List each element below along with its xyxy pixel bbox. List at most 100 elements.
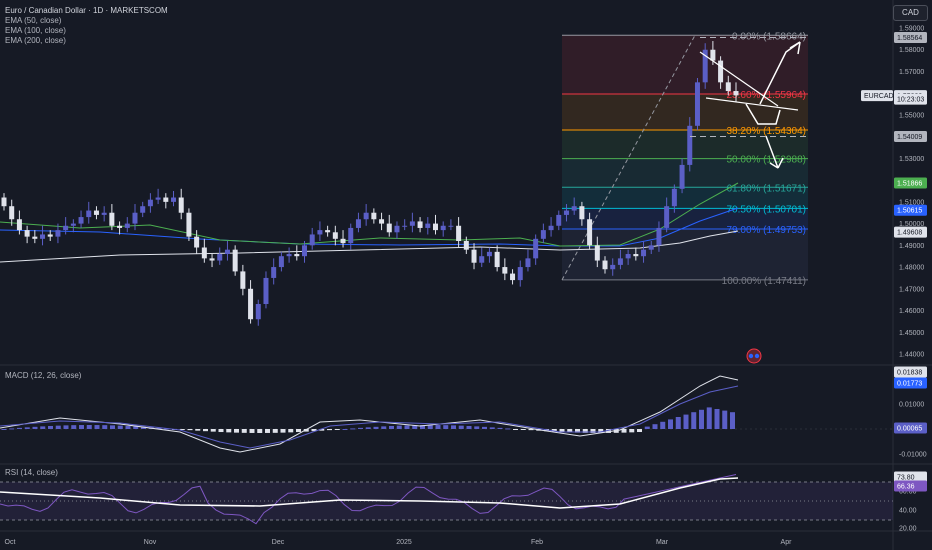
candle-body [533, 238, 539, 259]
candle-body [394, 225, 400, 233]
triangle-lower-line [705, 97, 799, 111]
macd-histogram-bar [396, 425, 402, 429]
currency-button[interactable]: CAD [893, 5, 928, 21]
candle-body [147, 199, 153, 207]
macd-histogram-bar [513, 429, 518, 430]
candle-body [702, 49, 708, 83]
candle-body [263, 277, 269, 305]
macd-histogram-bar [133, 426, 139, 429]
candle-body [47, 234, 53, 237]
macd-histogram-bar [675, 417, 681, 429]
macd-legend[interactable]: MACD (12, 26, close) [5, 371, 82, 380]
ema100-legend[interactable]: EMA (100, close) [5, 26, 66, 35]
macd-histogram-bar [102, 425, 108, 429]
time-axis-label: Oct [5, 539, 16, 546]
candle-body [240, 271, 246, 289]
macd-histogram-bar [40, 426, 46, 429]
symbol-title[interactable]: Euro / Canadian Dollar · 1D · MARKETSCOM [5, 6, 168, 15]
macd-histogram-bar [179, 429, 185, 430]
macd-histogram-bar [218, 429, 224, 433]
macd-histogram-bar [706, 407, 712, 429]
macd-line [0, 375, 739, 453]
candle-body [294, 254, 300, 257]
macd-histogram-bar [24, 427, 30, 429]
candle-body [24, 230, 30, 237]
macd-histogram-bar [691, 412, 697, 429]
pullback-path-arrow [745, 103, 781, 125]
macd-histogram-bar [327, 429, 332, 431]
macd-histogram-bar [381, 426, 387, 429]
candle-body [510, 273, 516, 281]
macd-histogram-bar [582, 429, 588, 433]
arrow-head-down [777, 157, 784, 169]
macd-histogram-bar [141, 426, 146, 429]
macd-histogram-bar [435, 425, 441, 429]
macd-histogram-bar [342, 428, 348, 430]
candle-body [633, 254, 639, 257]
macd-tick-label: -0.01000 [899, 452, 927, 459]
candle-body [332, 232, 338, 239]
arrow-head-up [797, 41, 801, 55]
candle-body [679, 164, 685, 189]
candle-body [32, 236, 38, 239]
price-tag-bg [894, 204, 927, 216]
price-tag-label: 1.51866 [897, 181, 922, 188]
fib-level-label: 100.00% (1.47411) [722, 276, 806, 287]
macd-histogram-bar [373, 426, 379, 429]
arrow-head-up [789, 41, 801, 49]
candle-body [656, 227, 662, 246]
candle-body [278, 256, 284, 268]
ema100-line [0, 207, 739, 247]
rsi-tick-label: 60.00 [899, 489, 917, 496]
macd-histogram-bar [48, 425, 53, 429]
price-tick-label: 1.58000 [899, 47, 924, 54]
macd-histogram-bar [272, 429, 278, 433]
rsi-legend[interactable]: RSI (14, close) [5, 468, 58, 477]
candle-body [479, 256, 485, 263]
price-tag-label: 1.58564 [897, 35, 922, 42]
candle-body [1, 197, 7, 207]
macd-histogram-bar [303, 429, 309, 432]
fib-zone [562, 208, 808, 229]
price-tick-label: 1.59000 [899, 26, 924, 33]
time-axis-label: Dec [272, 539, 285, 546]
candle-body [124, 223, 130, 228]
candle-body [217, 254, 223, 261]
macd-histogram-bar [350, 428, 356, 430]
macd-histogram-bar [296, 429, 301, 433]
macd-histogram-bar [334, 429, 340, 430]
ema50-legend[interactable]: EMA (50, close) [5, 16, 62, 25]
candle-body [132, 212, 138, 224]
macd-histogram-bar [644, 426, 650, 429]
ema200-legend[interactable]: EMA (200, close) [5, 36, 66, 45]
macd-histogram-bar [156, 427, 162, 429]
macd-histogram-bar [125, 425, 131, 429]
candle-body [140, 206, 146, 213]
candle-body [186, 212, 192, 237]
macd-histogram-bar [474, 426, 480, 429]
macd-histogram-bar [714, 409, 720, 429]
macd-histogram-bar [389, 425, 394, 429]
bearish-path-arrow [765, 135, 779, 169]
candle-body [440, 225, 446, 231]
candle-body [117, 225, 123, 228]
candle-body [733, 91, 739, 96]
macd-histogram-bar [427, 425, 433, 429]
macd-histogram-bar [652, 424, 658, 429]
candle-body [386, 223, 392, 233]
price-tick-label: 1.45000 [899, 330, 924, 337]
fib-level-label: 50.00% (1.52988) [726, 155, 806, 166]
macd-histogram-bar [451, 425, 456, 429]
candle-body [363, 212, 369, 220]
price-tick-label: 1.44000 [899, 351, 924, 358]
macd-histogram-bar [629, 429, 635, 433]
price-tag-label: 10:23:03 [897, 97, 924, 104]
time-axis-label: Apr [781, 539, 793, 546]
fib-level-label: 70.50% (1.50701) [726, 204, 806, 215]
fib-zone [562, 35, 808, 94]
price-tag-bg [861, 90, 893, 102]
time-axis-label: Feb [531, 539, 543, 546]
macd-histogram-bar [319, 429, 325, 431]
candle-body [494, 251, 500, 268]
